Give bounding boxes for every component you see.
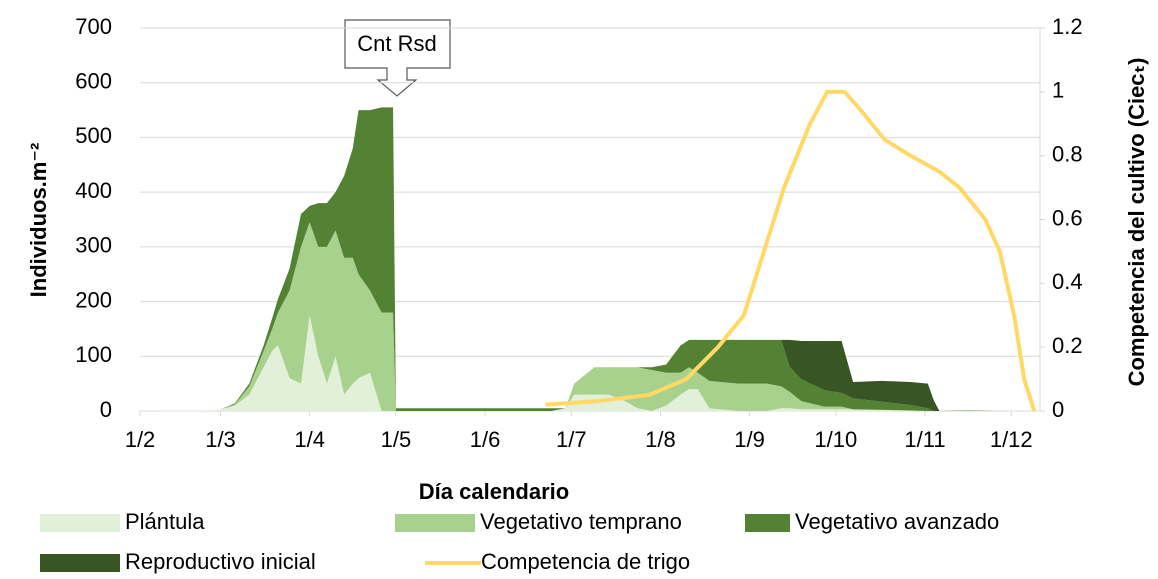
annotation: Cnt Rsd: [357, 31, 436, 56]
area: [140, 107, 997, 411]
y-tick-label: 100: [75, 342, 112, 367]
y2-tick-label: 0: [1052, 397, 1064, 422]
x-tick-label: 1/5: [381, 427, 412, 452]
x-tick-label: 1/9: [734, 427, 765, 452]
x-tick-label: 1/12: [990, 427, 1033, 452]
y2-tick-label: 0.4: [1052, 269, 1083, 294]
x-tick-label: 1/3: [205, 427, 236, 452]
legend-swatch: [395, 514, 475, 532]
x-tick-label: 1/4: [294, 427, 325, 452]
y-tick-label: 400: [75, 178, 112, 203]
legend-label: Vegetativo avanzado: [795, 509, 999, 534]
y-axis-title: Individuos.m⁻²: [26, 143, 51, 298]
x-tick-label: 1/11: [904, 427, 945, 452]
y2-tick-label: 1: [1052, 78, 1064, 103]
x-tick-label: 1/8: [645, 427, 676, 452]
y-tick-label: 600: [75, 69, 112, 94]
x-tick-label: 1/7: [556, 427, 587, 452]
y-tick-label: 200: [75, 287, 112, 312]
y-tick-label: 0: [100, 397, 112, 422]
y-tick-label: 500: [75, 123, 112, 148]
legend-swatch: [745, 514, 790, 532]
x-tick-label: 1/10: [814, 427, 857, 452]
y2-tick-label: 0.2: [1052, 333, 1083, 358]
competition-line: [545, 89, 1037, 412]
y2-tick-label: 1.2: [1052, 14, 1083, 39]
x-tick-label: 1/6: [470, 427, 501, 452]
area: [140, 315, 997, 411]
legend-label: Competencia de trigo: [481, 549, 690, 574]
legend-swatch: [40, 514, 120, 532]
y2-tick-label: 0.6: [1052, 205, 1083, 230]
y2-tick-label: 0.8: [1052, 141, 1083, 166]
x-tick-label: 1/2: [125, 427, 156, 452]
y2-axis-title: Competencia del cultivo (Ciecₜ): [1124, 58, 1149, 387]
area: [140, 222, 997, 411]
y-tick-label: 300: [75, 233, 112, 258]
legend-swatch: [40, 554, 120, 572]
callout: [344, 19, 451, 97]
y-tick-label: 700: [75, 14, 112, 39]
legend-label: Vegetativo temprano: [480, 509, 682, 534]
legend-label: Reproductivo inicial: [125, 549, 316, 574]
x-axis-title: Día calendario: [419, 479, 569, 504]
legend-label: Plántula: [125, 509, 205, 534]
